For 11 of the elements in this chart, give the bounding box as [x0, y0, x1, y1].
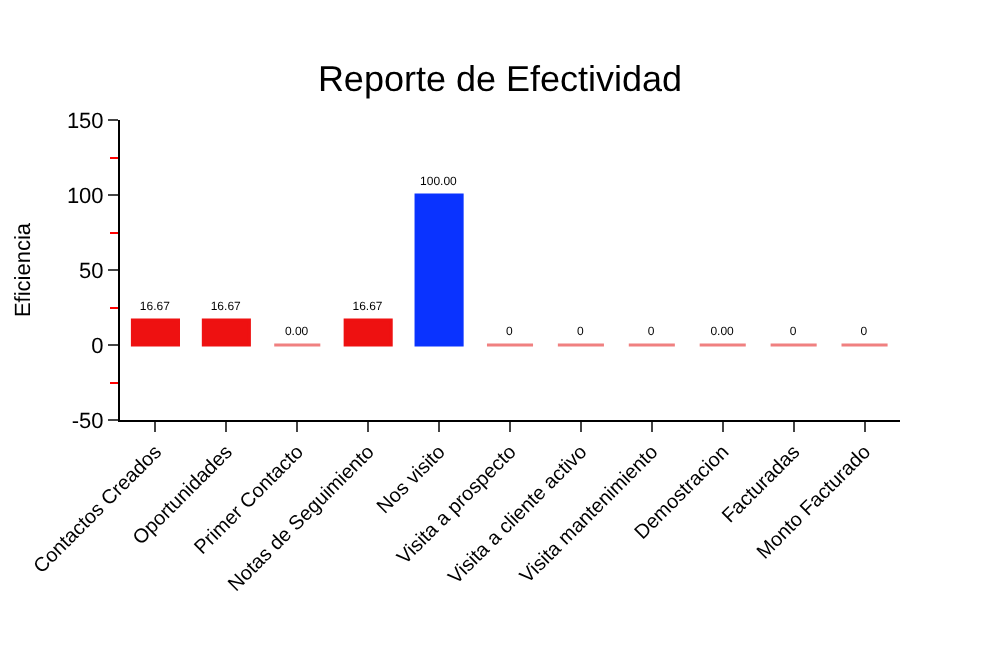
- y-axis-title: Eficiencia: [12, 221, 37, 318]
- bar: [343, 318, 393, 347]
- y-tick-label: 0: [91, 334, 104, 359]
- bar: [414, 193, 464, 347]
- bar: [130, 318, 180, 347]
- y-tick-label: 150: [66, 109, 104, 134]
- y-tick-label: 50: [79, 259, 104, 284]
- y-tick-label: -50: [71, 409, 104, 434]
- chart-title: Reporte de Efectividad: [317, 59, 683, 100]
- y-tick-label: 100: [66, 184, 104, 209]
- bar: [201, 318, 251, 347]
